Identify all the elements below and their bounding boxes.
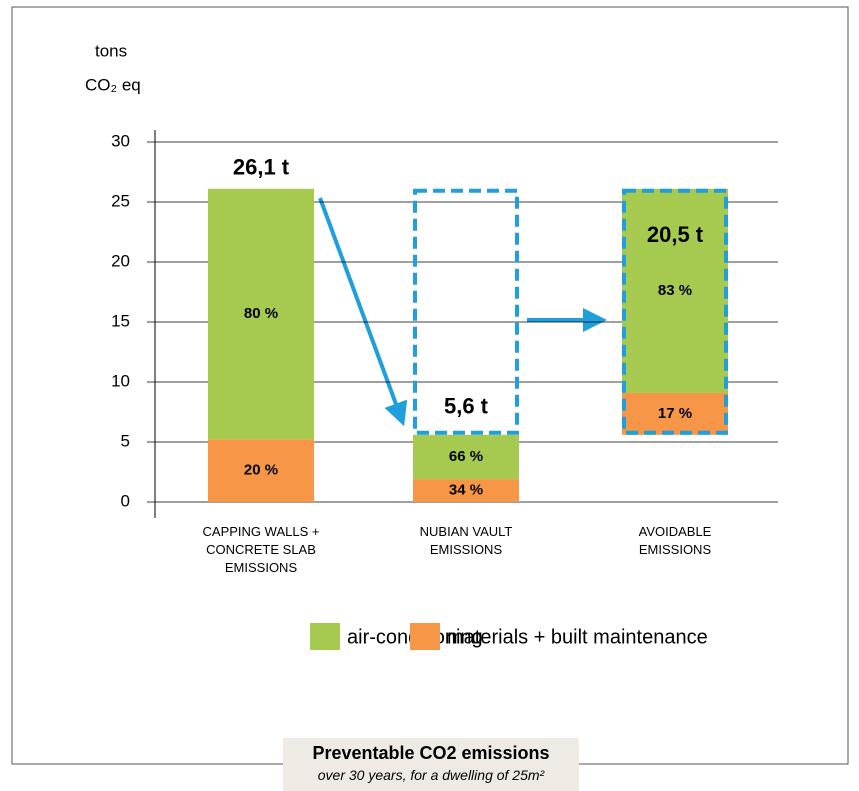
legend-swatch <box>410 623 440 650</box>
y-tick-label: 25 <box>111 191 130 210</box>
value-label: 34 % <box>449 482 483 499</box>
y-axis-label: tons <box>95 41 127 60</box>
chart-title: Preventable CO2 emissions <box>312 743 550 763</box>
value-label: 80 % <box>244 305 278 322</box>
total-label: 26,1 t <box>233 155 290 180</box>
y-tick-label: 0 <box>121 491 130 510</box>
total-label: 5,6 t <box>444 394 489 419</box>
value-label: 17 % <box>658 405 692 422</box>
total-label: 20,5 t <box>647 222 704 247</box>
y-tick-label: 30 <box>111 131 130 150</box>
dashed-box <box>622 188 728 435</box>
y-tick-label: 10 <box>111 371 130 390</box>
bar-segment <box>622 392 728 435</box>
bar-segment <box>622 188 728 393</box>
y-tick-label: 5 <box>121 431 130 450</box>
chart-subtitle: over 30 years, for a dwelling of 25m² <box>317 767 545 783</box>
x-tick-label: AVOIDABLE EMISSIONS <box>638 524 712 557</box>
dashed-box <box>413 188 519 435</box>
value-label: 20 % <box>244 462 278 479</box>
value-label: 83 % <box>658 282 692 299</box>
x-tick-label: CAPPING WALLS + CONCRETE SLAB EMISSIONS <box>202 524 320 575</box>
value-label: 66 % <box>449 448 483 465</box>
x-tick-label: NUBIAN VAULT EMISSIONS <box>419 524 513 557</box>
y-tick-label: 20 <box>111 251 130 270</box>
y-tick-label: 15 <box>111 311 130 330</box>
y-axis-label: CO₂ eq <box>85 75 141 94</box>
bar-segment <box>208 188 314 440</box>
bar-segment <box>208 439 314 502</box>
bar-segment <box>413 479 519 502</box>
arrow <box>318 197 408 427</box>
bar-segment <box>413 434 519 480</box>
title-box: Preventable CO2 emissions over 30 years,… <box>283 738 579 791</box>
legend-swatch <box>310 623 340 650</box>
legend-label: materials + built maintenance <box>447 626 708 648</box>
